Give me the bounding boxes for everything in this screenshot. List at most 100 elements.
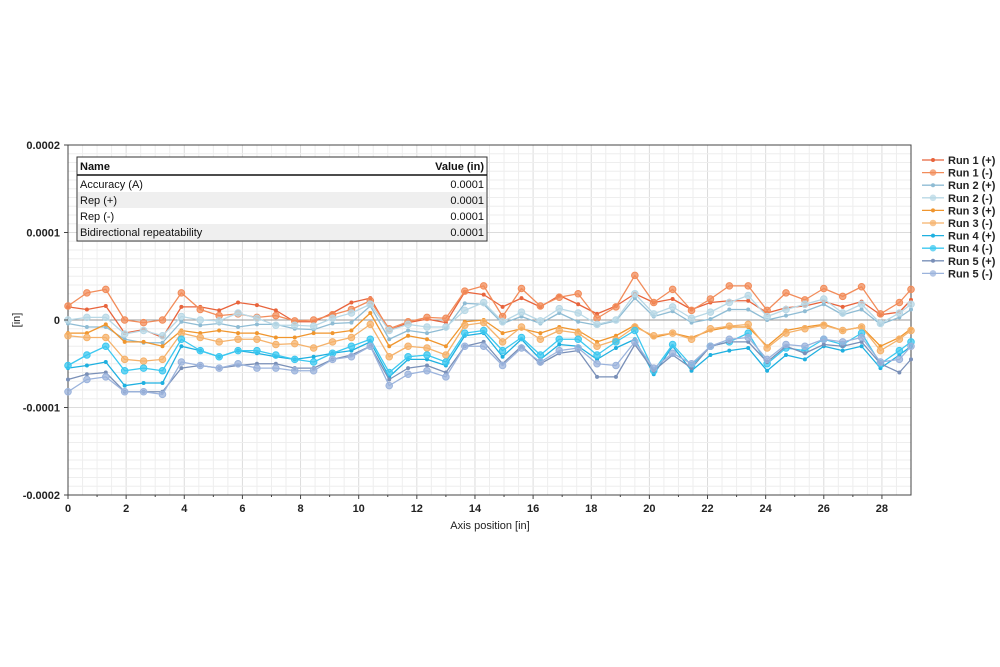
data-point bbox=[576, 302, 581, 307]
data-point bbox=[309, 358, 318, 366]
data-point bbox=[763, 312, 771, 321]
data-point bbox=[876, 346, 885, 355]
legend-item[interactable]: Run 1 (+) bbox=[922, 155, 996, 167]
data-point bbox=[83, 333, 91, 342]
data-point bbox=[612, 316, 620, 324]
legend-item[interactable]: Run 3 (+) bbox=[922, 205, 996, 217]
data-point bbox=[744, 291, 753, 300]
data-point bbox=[909, 307, 913, 312]
data-point bbox=[725, 322, 734, 330]
data-point bbox=[328, 314, 337, 323]
data-point bbox=[612, 303, 620, 311]
legend-item[interactable]: Run 5 (+) bbox=[922, 256, 996, 268]
data-point bbox=[819, 295, 828, 303]
data-point bbox=[479, 318, 488, 327]
legend-label: Run 4 (-) bbox=[948, 243, 993, 255]
data-point bbox=[801, 300, 809, 309]
data-point bbox=[309, 316, 318, 324]
data-point bbox=[631, 338, 639, 346]
data-point bbox=[801, 324, 809, 333]
data-point bbox=[536, 351, 545, 359]
data-point bbox=[179, 319, 184, 324]
data-point bbox=[177, 289, 186, 297]
data-point bbox=[460, 329, 469, 337]
data-point bbox=[160, 344, 165, 349]
legend-item[interactable]: Run 1 (-) bbox=[922, 168, 993, 180]
data-point bbox=[347, 333, 356, 342]
x-tick-label: 10 bbox=[353, 503, 365, 515]
x-tick-label: 4 bbox=[181, 503, 188, 515]
data-point bbox=[649, 310, 658, 318]
x-tick-label: 14 bbox=[469, 503, 482, 515]
legend-item[interactable]: Run 2 (+) bbox=[922, 180, 996, 192]
legend-item[interactable]: Run 4 (+) bbox=[922, 231, 996, 243]
data-point bbox=[907, 300, 915, 309]
y-tick-label: -0.0001 bbox=[23, 403, 60, 415]
data-point bbox=[64, 361, 72, 370]
data-point bbox=[366, 342, 375, 351]
legend-swatch-marker bbox=[929, 219, 937, 227]
x-tick-label: 8 bbox=[297, 503, 303, 515]
series-line bbox=[68, 312, 912, 347]
data-point bbox=[555, 326, 564, 335]
data-point bbox=[649, 331, 658, 340]
data-point bbox=[272, 364, 280, 372]
legend-item[interactable]: Run 2 (-) bbox=[922, 193, 993, 205]
legend-label: Run 2 (+) bbox=[948, 180, 996, 192]
data-point bbox=[897, 370, 902, 375]
data-point bbox=[349, 300, 354, 305]
data-point bbox=[819, 284, 828, 293]
data-point bbox=[802, 357, 807, 362]
data-point bbox=[101, 342, 110, 351]
legend-item[interactable]: Run 3 (-) bbox=[922, 218, 993, 230]
data-point bbox=[895, 298, 904, 307]
data-point bbox=[744, 320, 753, 329]
stats-row-value: 0.0001 bbox=[450, 211, 484, 223]
data-point bbox=[290, 366, 299, 375]
data-point bbox=[593, 314, 601, 323]
y-tick-label: 0.0001 bbox=[26, 228, 60, 240]
data-point bbox=[83, 351, 91, 359]
data-point bbox=[706, 295, 715, 303]
data-point bbox=[746, 346, 751, 350]
legend-swatch-marker bbox=[929, 169, 937, 176]
legend-item[interactable]: Run 5 (-) bbox=[922, 268, 993, 280]
series-10 bbox=[64, 333, 915, 399]
stats-row-value: 0.0001 bbox=[450, 227, 484, 239]
legend-label: Run 1 (+) bbox=[948, 155, 996, 167]
data-point bbox=[460, 306, 469, 315]
legend-item[interactable]: Run 4 (-) bbox=[922, 243, 993, 255]
data-point bbox=[217, 308, 222, 313]
data-point bbox=[160, 340, 165, 345]
data-point bbox=[254, 331, 259, 336]
data-point bbox=[725, 282, 734, 290]
data-point bbox=[158, 316, 167, 324]
data-point bbox=[64, 387, 72, 396]
data-point bbox=[103, 322, 108, 327]
data-point bbox=[876, 358, 885, 366]
data-point bbox=[84, 307, 89, 312]
data-point bbox=[895, 309, 904, 317]
legend-swatch-marker bbox=[929, 270, 937, 277]
legend-label: Run 1 (-) bbox=[948, 168, 993, 180]
data-point bbox=[725, 298, 734, 307]
data-point bbox=[253, 346, 261, 355]
data-point bbox=[423, 344, 431, 352]
x-tick-label: 20 bbox=[643, 503, 655, 515]
data-point bbox=[763, 344, 771, 352]
data-point bbox=[196, 361, 205, 370]
data-point bbox=[120, 366, 129, 375]
data-point bbox=[406, 333, 411, 338]
data-point bbox=[895, 346, 904, 355]
data-point bbox=[708, 353, 713, 357]
data-point bbox=[746, 298, 751, 303]
data-point bbox=[859, 344, 864, 349]
data-point bbox=[84, 372, 89, 377]
data-point bbox=[311, 354, 316, 359]
legend-label: Run 3 (-) bbox=[948, 218, 993, 230]
data-point bbox=[406, 366, 411, 371]
y-tick-label: -0.0002 bbox=[23, 490, 60, 502]
data-point bbox=[460, 321, 469, 330]
data-point bbox=[139, 364, 148, 372]
data-point bbox=[517, 308, 526, 316]
